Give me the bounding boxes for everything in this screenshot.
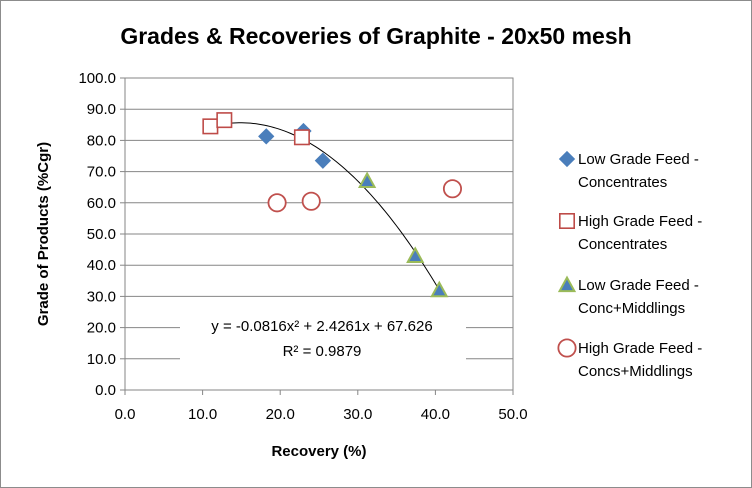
x-tick-label: 20.0 [266,406,295,423]
y-axis-title: Grade of Products (%Cgr) [35,142,52,326]
y-tick-label: 100.0 [78,70,116,87]
data-point-series-3 [357,171,377,189]
data-points [202,112,463,298]
data-point-series-1 [314,152,332,169]
r-squared-label: R² = 0.9879 [283,343,362,360]
legend-marker [558,150,576,168]
legend-item-1: Low Grade Feed - Concentrates [558,150,699,191]
x-tick-label: 40.0 [421,406,450,423]
legend-marker [557,338,577,358]
y-tick-label: 70.0 [87,164,116,181]
x-tick-label: 50.0 [498,406,527,423]
equation-background [180,314,466,364]
legend-label: Low Grade Feed - [578,277,699,294]
x-tick-label: 10.0 [188,406,217,423]
data-point-series-4 [442,179,463,199]
data-point-series-2 [293,129,310,146]
data-point-series-4 [267,193,287,213]
y-tick-label: 40.0 [87,257,116,274]
x-tick-label: 0.0 [115,406,136,423]
chart-title: Grades & Recoveries of Graphite - 20x50 … [120,23,631,49]
legend-marker [558,213,575,230]
y-tick-label: 20.0 [87,320,116,337]
y-tick-label: 80.0 [87,132,116,149]
data-point-series-2 [216,112,233,129]
legend-label: Concentrates [578,174,667,191]
y-tick-label: 60.0 [87,195,116,212]
data-point-series-3 [430,280,449,298]
legend-item-3: Low Grade Feed - Conc+Middlings [557,275,699,317]
x-axis-title: Recovery (%) [271,443,366,460]
data-point-series-2 [202,118,219,135]
legend-label: Concs+Middlings [578,363,693,380]
data-point-series-3 [406,246,425,263]
trendline-equation: y = -0.0816x² + 2.4261x + 67.626 [211,318,432,335]
axis-ticks: 0.0 10.0 20.0 30.0 40.0 50.0 60.0 70.0 80.0 90.0 1… [78,70,527,423]
x-tick-label: 30.0 [343,406,372,423]
legend-label: Conc+Middlings [578,300,685,317]
legend-item-2: High Grade Feed - Concentrates [558,213,702,253]
y-tick-label: 30.0 [87,288,116,305]
trendline-equation-box: y = -0.0816x² + 2.4261x + 67.626 R² = 0.… [180,314,466,364]
legend-label: High Grade Feed - [578,340,702,357]
y-tick-label: 0.0 [95,382,116,399]
legend-label: Concentrates [578,236,667,253]
y-tick-label: 50.0 [87,226,116,243]
data-point-series-1 [258,128,275,145]
legend-label: Low Grade Feed - [578,151,699,168]
legend-item-4: High Grade Feed - Concs+Middlings [557,338,702,380]
legend-label: High Grade Feed - [578,213,702,230]
data-point-series-4 [301,191,321,211]
y-tick-label: 10.0 [87,351,116,368]
polynomial-trendline [210,122,440,291]
y-tick-label: 90.0 [87,101,116,118]
legend-marker [557,275,577,293]
